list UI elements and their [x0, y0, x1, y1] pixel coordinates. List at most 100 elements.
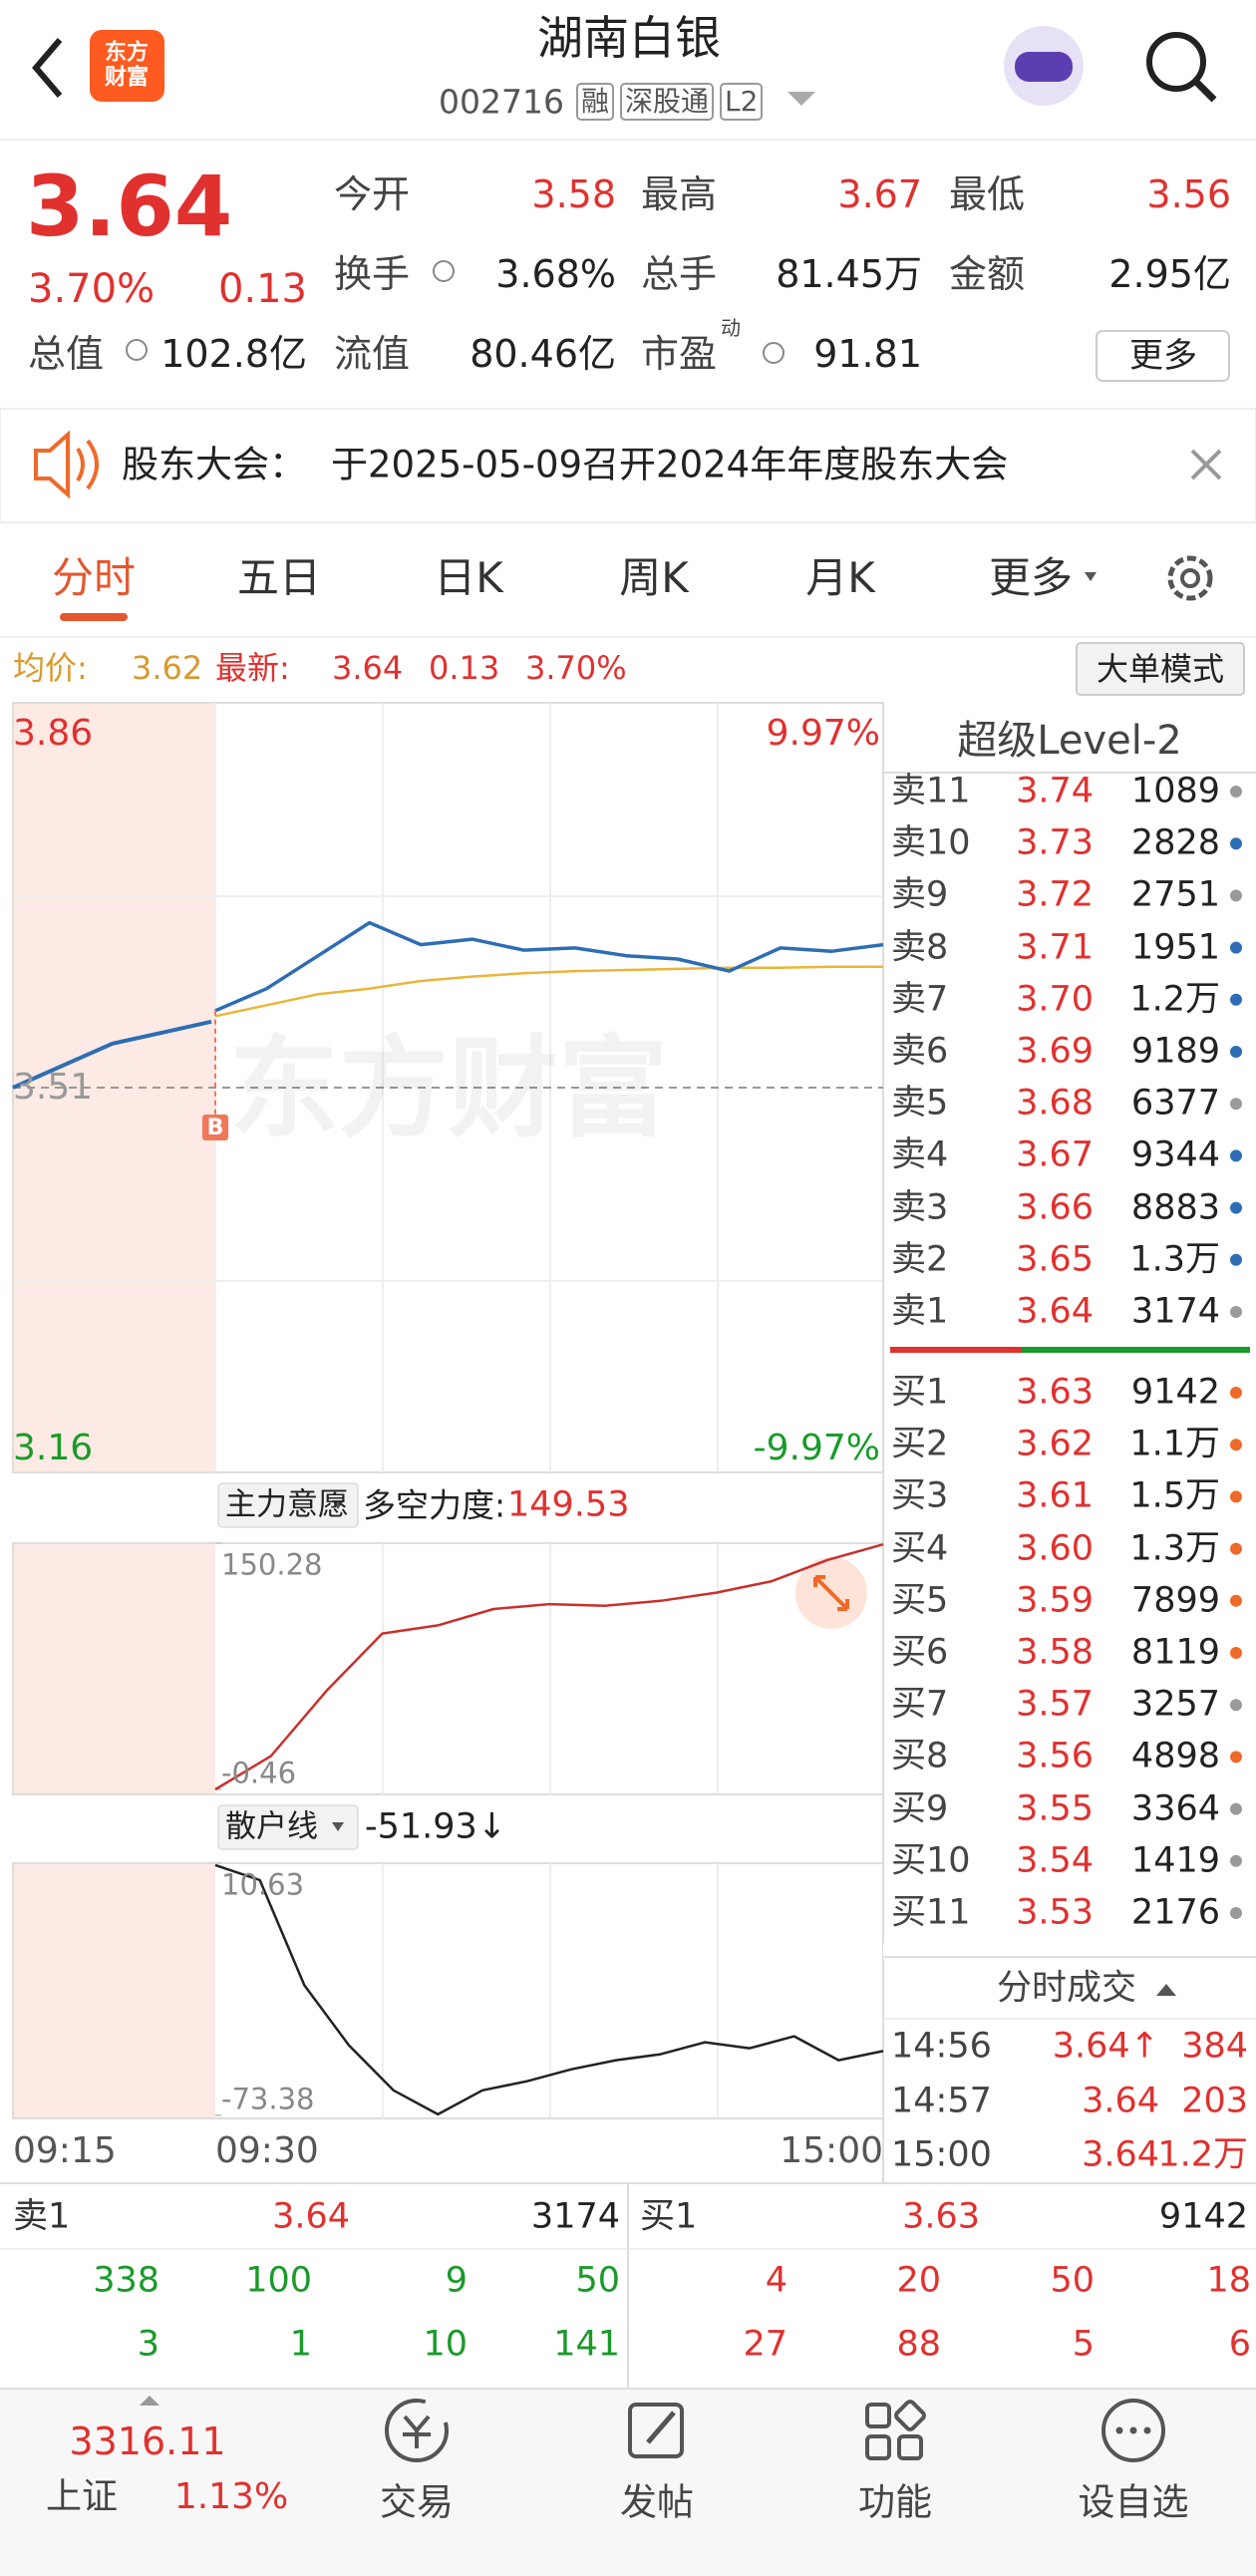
trade-volume: 203	[1181, 2081, 1248, 2120]
info-icon[interactable]	[763, 342, 785, 364]
dropdown-icon[interactable]	[1085, 572, 1097, 581]
book-label: 买11	[891, 1892, 971, 1933]
book-label: 买8	[891, 1736, 949, 1776]
indicator-selector[interactable]: 主力意愿	[225, 1486, 349, 1523]
more-button[interactable]: 更多	[1129, 336, 1197, 376]
tab[interactable]: 分时	[51, 553, 137, 602]
stat-superscript: 动	[721, 316, 741, 340]
tab[interactable]: 更多	[988, 553, 1074, 602]
settings-icon[interactable]	[1167, 555, 1213, 601]
book-dot	[1230, 1751, 1242, 1764]
book-volume: 1.3万	[1129, 1528, 1220, 1569]
info-icon[interactable]	[126, 339, 148, 361]
stat-value: 3.56	[1146, 172, 1231, 216]
book-volume: 1.2万	[1129, 979, 1220, 1020]
function-icon-cell	[894, 2400, 926, 2431]
last-price: 3.64	[26, 158, 233, 255]
stat-label: 流值	[334, 332, 411, 376]
back-icon[interactable]	[32, 38, 63, 98]
tab[interactable]: 日K	[434, 553, 503, 602]
trade-icon[interactable]	[385, 2399, 449, 2462]
stat-value: 3.67	[837, 172, 922, 216]
change-percent: 3.70%	[28, 266, 156, 312]
indicator-metric-value: -51.93↓	[365, 1806, 507, 1847]
selector-box[interactable]	[217, 1804, 359, 1850]
info-icon[interactable]	[433, 260, 455, 282]
more-button[interactable]	[1096, 330, 1230, 382]
post-icon-pen	[646, 2411, 676, 2444]
dropdown-icon[interactable]	[787, 92, 815, 106]
book-label: 卖4	[891, 1134, 949, 1175]
book-label: 买9	[891, 1788, 949, 1829]
expand-icon	[813, 1575, 849, 1611]
stat-label: 总手	[641, 252, 718, 296]
notice-bar[interactable]	[0, 408, 1256, 523]
book-volume: 1.3万	[1129, 1239, 1220, 1280]
depth-label: 买1	[640, 2196, 698, 2237]
index-value[interactable]: 3316.11	[69, 2419, 226, 2463]
trade-price: 3.64	[1082, 2081, 1159, 2120]
book-price: 3.66	[1016, 1187, 1094, 1228]
book-label: 卖1	[891, 1291, 949, 1332]
nav-item[interactable]: 交易	[380, 2480, 454, 2524]
book-label: 卖2	[891, 1239, 949, 1280]
y-tick-label: 3.86	[13, 713, 94, 754]
mode-button[interactable]: 大单模式	[1096, 650, 1225, 688]
depth-price: 3.64	[272, 2196, 350, 2237]
indicator-metric-label: 多空力度:	[363, 1485, 506, 1525]
y-tick-label: 3.51	[13, 1067, 94, 1108]
depth-order: 88	[896, 2324, 941, 2365]
badge: 融	[576, 83, 615, 121]
mode-button-bg[interactable]	[1076, 642, 1245, 696]
depth-order: 4	[765, 2260, 787, 2301]
stat-label: 今开	[334, 172, 411, 216]
book-price: 3.67	[1016, 1134, 1094, 1175]
expand-icon[interactable]	[140, 2396, 159, 2406]
book-dot	[1230, 786, 1242, 798]
search-handle	[1192, 78, 1217, 103]
book-price: 3.56	[1016, 1736, 1094, 1776]
trade-icon-yen	[403, 2415, 431, 2448]
book-dot	[1230, 1854, 1242, 1867]
trade-time: 14:57	[891, 2081, 992, 2120]
notice-text[interactable]: 于2025-05-09召开2024年年度股东大会	[331, 443, 1009, 486]
nav-item[interactable]: 发帖	[620, 2480, 694, 2524]
indicator-line	[214, 1542, 884, 1791]
book-dot	[1230, 1647, 1242, 1659]
book-label: 买5	[891, 1580, 949, 1621]
depth-order: 3	[137, 2324, 159, 2365]
post-icon[interactable]	[628, 2403, 684, 2458]
selector-box[interactable]	[217, 1482, 359, 1528]
nav-item[interactable]: 设自选	[1078, 2480, 1189, 2524]
nav-item[interactable]: 功能	[858, 2480, 932, 2524]
collapse-icon[interactable]	[1156, 1984, 1176, 1996]
x-tick-label: 15:00	[780, 2130, 883, 2171]
stat-label: 市盈	[641, 332, 718, 376]
book-label: 买1	[891, 1372, 949, 1413]
indicator-selector[interactable]: 散户线	[225, 1808, 318, 1845]
book-price: 3.73	[1016, 822, 1094, 863]
book-dot	[1230, 1802, 1242, 1815]
watermark: 东方财富	[229, 1025, 668, 1152]
book-volume: 1.5万	[1129, 1475, 1220, 1516]
stat-value: 3.68%	[495, 252, 616, 296]
book-dot	[1230, 1542, 1242, 1555]
x-tick-label: 09:15	[13, 2130, 117, 2171]
book-label: 买7	[891, 1684, 949, 1725]
logo-bg	[90, 30, 164, 102]
stat-value: 102.8亿	[160, 332, 307, 376]
function-icon[interactable]	[865, 2400, 926, 2460]
depth-order: 6	[1228, 2324, 1251, 2365]
book-dot	[1230, 1387, 1242, 1399]
favorite-icon[interactable]	[1101, 2399, 1165, 2462]
tab[interactable]: 五日	[236, 553, 322, 602]
book-volume: 9344	[1130, 1134, 1220, 1175]
book-dot	[1230, 941, 1242, 954]
close-icon[interactable]	[1190, 449, 1222, 481]
search-icon[interactable]	[1146, 32, 1206, 92]
tab[interactable]: 周K	[619, 553, 689, 602]
price-line	[214, 920, 884, 1013]
y-tick-label: 150.28	[221, 1547, 323, 1582]
trade-price: 3.64↑	[1052, 2026, 1159, 2067]
tab[interactable]: 月K	[805, 553, 875, 602]
